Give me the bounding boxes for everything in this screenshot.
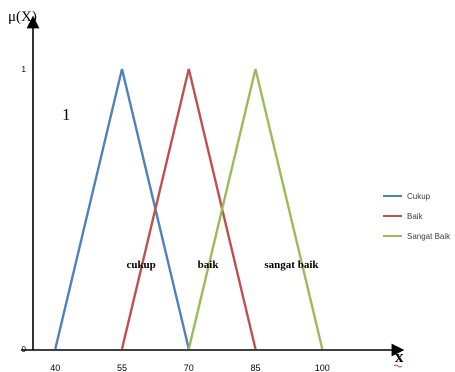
y-axis-label: μ(X) <box>8 9 37 25</box>
x-axis-label: x <box>395 347 404 366</box>
x-tick-label: 100 <box>315 363 330 372</box>
legend-label: Sangat Baik <box>407 232 451 241</box>
series-line-sangat-baik <box>187 68 324 350</box>
legend-label: Baik <box>407 212 424 221</box>
region-label: baik <box>198 259 220 271</box>
y-tick-label: 0 <box>22 345 27 354</box>
x-tick-label: 70 <box>184 363 194 372</box>
x-tick-label: 85 <box>250 363 260 372</box>
legend-label: Cukup <box>407 192 431 201</box>
series-line-cukup <box>54 68 190 350</box>
x-tick-labels: 40 55 70 85 100 <box>50 363 330 372</box>
region-label: cukup <box>126 259 155 271</box>
y-tick-label: 1 <box>22 65 27 74</box>
big-label: 1 <box>62 105 71 124</box>
series-lines <box>54 68 324 350</box>
x-axis-label-squiggle <box>393 364 403 368</box>
region-labels: cukup baik sangat baik <box>126 259 319 271</box>
y-tick-labels: 01 <box>22 65 27 354</box>
series-line-baik <box>120 68 257 350</box>
region-label: sangat baik <box>264 259 319 271</box>
legend: Cukup Baik Sangat Baik <box>383 192 451 241</box>
x-tick-label: 40 <box>50 363 60 372</box>
x-tick-label: 55 <box>117 363 127 372</box>
